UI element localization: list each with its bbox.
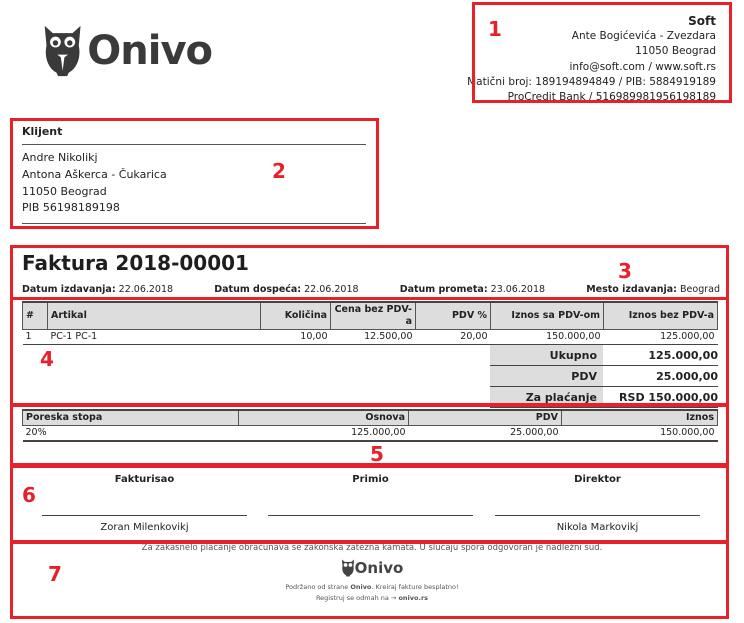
legal-notice: Za zakasnelo plaćanje obračunava se zako… <box>141 543 603 553</box>
client-heading: Klijent <box>22 125 366 145</box>
date-due: Datum dospeća: 22.06.2018 <box>214 284 359 295</box>
annotation-number-3: 3 <box>618 259 632 283</box>
total-vat: PDV 25.000,00 <box>490 366 718 387</box>
powered-by: Podržano od strane Onivo. Kreiraj faktur… <box>285 583 459 591</box>
annotation-box-7 <box>10 541 729 619</box>
client-address: Antona Aškerca - Čukarica <box>22 167 167 181</box>
table-row: 1 PC-1 PC-1 10,00 12.500,00 20,00 150.00… <box>22 329 718 345</box>
table-header: # Artikal Količina Cena bez PDV-a PDV % … <box>22 301 718 330</box>
annotation-number-7: 7 <box>48 562 62 586</box>
annotation-number-2: 2 <box>272 159 286 183</box>
cell-price: 12.500,00 <box>330 329 416 345</box>
col-tax-rate: Poreska stopa <box>22 409 239 426</box>
signature-line <box>42 515 247 516</box>
annotation-box-5 <box>10 404 729 466</box>
seller-city: 11050 Beograd <box>635 45 716 58</box>
register-link[interactable]: onivo.rs <box>398 594 429 602</box>
annotation-box-4 <box>10 297 729 406</box>
tax-table: Poreska stopa Osnova PDV Iznos 20% 125.0… <box>22 409 718 442</box>
totals: Ukupno 125.000,00 PDV 25.000,00 Za plaćanj… <box>490 345 718 408</box>
total-due: Za plaćanje RSD 150.000,00 <box>490 387 718 408</box>
cell-quantity: 10,00 <box>260 329 331 345</box>
annotation-box-2 <box>10 118 379 229</box>
col-amount-without-vat: Iznos bez PDV-a <box>603 301 718 330</box>
annotation-number-4: 4 <box>40 347 54 371</box>
seller-ids: Matični broj: 189194894849 / PIB: 588491… <box>467 75 716 88</box>
cell-article: PC-1 PC-1 <box>47 329 261 345</box>
seller-name: Soft <box>688 14 716 28</box>
seller-contact: info@soft.com / www.soft.rs <box>569 60 716 73</box>
table-header: Poreska stopa Osnova PDV Iznos <box>22 409 718 426</box>
annotation-number-1: 1 <box>488 17 502 41</box>
client-pib: PIB 56198189198 <box>22 201 120 215</box>
date-service: Datum prometa: 23.06.2018 <box>399 284 546 295</box>
client-city: 11050 Beograd <box>22 184 107 198</box>
items-section: # Artikal Količina Cena bez PDV-a PDV % … <box>22 301 718 408</box>
col-amount: Iznos <box>561 409 718 426</box>
items-table: # Artikal Količina Cena bez PDV-a PDV % … <box>22 301 718 345</box>
footer-logo-text: Onivo <box>354 559 404 577</box>
client-info: Klijent Andre Nikolikj Antona Aškerca - … <box>22 125 366 225</box>
col-article: Artikal <box>47 301 261 330</box>
register-line: Registruj se odmah na → onivo.rs <box>315 594 429 602</box>
signature-received-by: Primio <box>268 474 473 522</box>
footer-logo: Onivo <box>0 558 744 578</box>
invoice-title: Faktura 2018-00001 <box>22 251 249 275</box>
col-vat-rate: PDV % <box>415 301 491 330</box>
col-price: Cena bez PDV-a <box>330 301 416 330</box>
signature-director: Direktor Nikola Markovikj <box>495 474 700 534</box>
owl-icon <box>44 25 81 77</box>
owl-icon <box>341 559 354 577</box>
signature-line <box>268 515 473 516</box>
place-issued: Mesto izdavanja: Beograd <box>586 284 720 295</box>
cell-amount-with-vat: 150.000,00 <box>490 329 604 345</box>
annotation-box-6 <box>10 465 729 543</box>
col-number: # <box>22 301 48 330</box>
annotation-number-5: 5 <box>370 442 384 466</box>
col-vat: PDV <box>408 409 562 426</box>
table-row: 20% 125.000,00 25.000,00 150.000,00 <box>22 425 718 442</box>
cell-amount-without-vat: 125.000,00 <box>603 329 718 345</box>
cell-vat-rate: 20,00 <box>415 329 491 345</box>
total-subtotal: Ukupno 125.000,00 <box>490 345 718 366</box>
col-base: Osnova <box>238 409 409 426</box>
annotation-box-1 <box>472 2 732 103</box>
signature-line <box>495 515 700 516</box>
signature-invoiced-by: Fakturisao Zoran Milenkovikj <box>42 474 247 534</box>
cell-number: 1 <box>22 329 48 345</box>
invoice-dates: Datum izdavanja: 22.06.2018 Datum dospeć… <box>22 284 720 296</box>
divider <box>22 223 366 225</box>
date-issued: Datum izdavanja: 22.06.2018 <box>22 284 174 295</box>
seller-address: Ante Bogićevića - Zvezdara <box>571 30 716 43</box>
client-name: Andre Nikolikj <box>22 151 98 164</box>
logo-text: Onivo <box>87 28 213 74</box>
annotation-number-6: 6 <box>22 483 36 507</box>
onivo-logo: Onivo <box>42 18 213 84</box>
